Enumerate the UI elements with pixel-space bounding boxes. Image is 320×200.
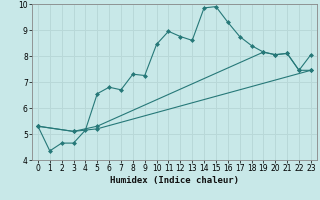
X-axis label: Humidex (Indice chaleur): Humidex (Indice chaleur): [110, 176, 239, 185]
